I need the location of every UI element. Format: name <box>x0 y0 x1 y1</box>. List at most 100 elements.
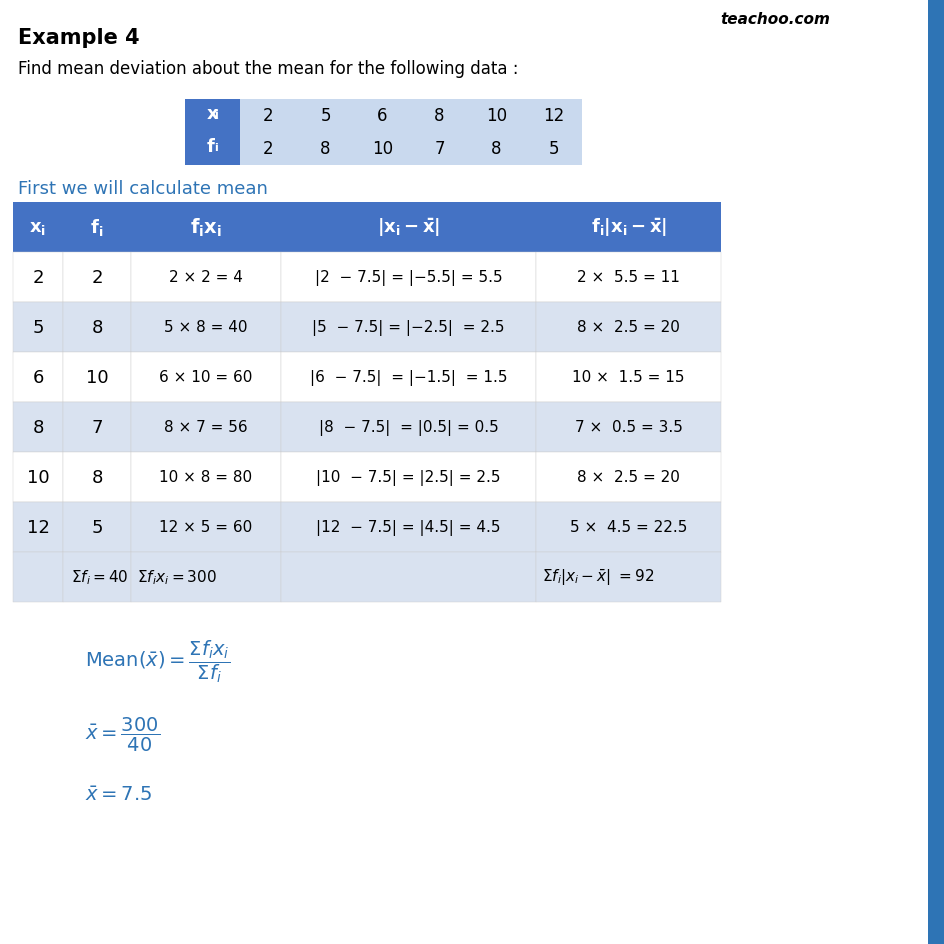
Text: 2: 2 <box>263 107 274 125</box>
Bar <box>185 100 240 133</box>
Bar <box>296 100 354 133</box>
Bar <box>535 303 720 353</box>
Text: $\mathrm{Mean}(\bar{x}) = \dfrac{\Sigma f_i x_i}{\Sigma f_i}$: $\mathrm{Mean}(\bar{x}) = \dfrac{\Sigma … <box>85 637 230 684</box>
Bar <box>131 203 280 253</box>
Text: 7 ×  0.5 = 3.5: 7 × 0.5 = 3.5 <box>574 420 682 435</box>
Bar <box>525 133 582 166</box>
Bar <box>240 100 296 133</box>
Bar <box>411 133 467 166</box>
Bar <box>13 303 63 353</box>
Bar <box>280 452 535 502</box>
Bar <box>13 452 63 502</box>
Text: |5  − 7.5| = |−2.5|  = 2.5: |5 − 7.5| = |−2.5| = 2.5 <box>312 320 504 336</box>
Text: 10 ×  1.5 = 15: 10 × 1.5 = 15 <box>572 370 684 385</box>
Bar <box>280 353 535 402</box>
Bar <box>467 100 525 133</box>
Text: 12: 12 <box>26 518 49 536</box>
Bar <box>280 502 535 552</box>
Text: 5 × 8 = 40: 5 × 8 = 40 <box>164 320 247 335</box>
Bar <box>131 502 280 552</box>
Text: 5: 5 <box>548 140 558 158</box>
Bar <box>280 203 535 253</box>
Text: 12 × 5 = 60: 12 × 5 = 60 <box>160 520 252 535</box>
Bar <box>131 452 280 502</box>
Text: x: x <box>207 105 218 123</box>
Text: Example 4: Example 4 <box>18 28 140 48</box>
Text: First we will calculate mean: First we will calculate mean <box>18 179 267 198</box>
Text: 10: 10 <box>86 368 109 387</box>
Text: |10  − 7.5| = |2.5| = 2.5: |10 − 7.5| = |2.5| = 2.5 <box>316 469 500 485</box>
Text: 10: 10 <box>372 140 393 158</box>
Bar <box>535 502 720 552</box>
Bar <box>467 133 525 166</box>
Text: 10: 10 <box>485 107 507 125</box>
Bar <box>354 100 411 133</box>
Text: 6: 6 <box>377 107 387 125</box>
Text: 5: 5 <box>32 319 43 337</box>
Bar <box>131 253 280 303</box>
Text: 8 ×  2.5 = 20: 8 × 2.5 = 20 <box>577 320 680 335</box>
Bar <box>535 253 720 303</box>
Text: teachoo.com: teachoo.com <box>719 12 829 27</box>
Text: $\mathbf{|x_i - \bar{x}|}$: $\mathbf{|x_i - \bar{x}|}$ <box>377 216 440 239</box>
Text: 2: 2 <box>92 269 103 287</box>
Bar <box>63 502 131 552</box>
Text: 8: 8 <box>434 107 445 125</box>
Bar <box>131 303 280 353</box>
Text: 2: 2 <box>263 140 274 158</box>
Bar <box>13 253 63 303</box>
Text: i: i <box>214 143 218 153</box>
Bar <box>63 402 131 452</box>
Bar <box>354 133 411 166</box>
Bar <box>185 133 240 166</box>
Text: $\Sigma f_i = 40$  $\Sigma f_i x_i = 300$: $\Sigma f_i = 40$ $\Sigma f_i x_i = 300$ <box>71 568 216 587</box>
Bar <box>525 100 582 133</box>
Text: $\bar{x} = \dfrac{300}{40}$: $\bar{x} = \dfrac{300}{40}$ <box>85 716 160 753</box>
Text: 8 ×  2.5 = 20: 8 × 2.5 = 20 <box>577 470 680 485</box>
Text: Find mean deviation about the mean for the following data :: Find mean deviation about the mean for t… <box>18 59 518 78</box>
Bar <box>63 303 131 353</box>
Bar <box>131 552 280 602</box>
Bar <box>240 133 296 166</box>
Text: 6 × 10 = 60: 6 × 10 = 60 <box>160 370 252 385</box>
Text: 2 ×  5.5 = 11: 2 × 5.5 = 11 <box>577 270 680 285</box>
Bar <box>280 402 535 452</box>
Text: 10 × 8 = 80: 10 × 8 = 80 <box>160 470 252 485</box>
Text: $\mathbf{x_i}$: $\mathbf{x_i}$ <box>29 219 46 237</box>
Text: 2: 2 <box>32 269 43 287</box>
Text: $\mathbf{f_i|x_i - \bar{x}|}$: $\mathbf{f_i|x_i - \bar{x}|}$ <box>590 216 666 239</box>
Text: i: i <box>214 110 218 120</box>
Bar <box>13 502 63 552</box>
Bar <box>535 552 720 602</box>
Text: 8: 8 <box>320 140 330 158</box>
Bar <box>535 402 720 452</box>
Text: 5: 5 <box>92 518 103 536</box>
Bar <box>13 552 63 602</box>
Text: 7: 7 <box>434 140 445 158</box>
Bar <box>63 552 131 602</box>
Bar <box>535 203 720 253</box>
Text: 5: 5 <box>320 107 330 125</box>
Text: 8: 8 <box>92 319 103 337</box>
Bar <box>13 402 63 452</box>
Text: 8: 8 <box>32 418 43 436</box>
Bar <box>280 253 535 303</box>
Text: |2  − 7.5| = |−5.5| = 5.5: |2 − 7.5| = |−5.5| = 5.5 <box>314 270 502 286</box>
Bar <box>535 353 720 402</box>
Text: 8 × 7 = 56: 8 × 7 = 56 <box>164 420 247 435</box>
Text: f: f <box>207 138 214 156</box>
Bar <box>63 203 131 253</box>
Bar <box>280 303 535 353</box>
Text: 10: 10 <box>26 468 49 486</box>
Bar <box>63 253 131 303</box>
Text: $\mathbf{f_i}$: $\mathbf{f_i}$ <box>91 217 104 238</box>
Bar <box>927 0 944 944</box>
Text: 7: 7 <box>92 418 103 436</box>
Bar <box>63 452 131 502</box>
Text: 5 ×  4.5 = 22.5: 5 × 4.5 = 22.5 <box>569 520 686 535</box>
Text: 8: 8 <box>92 468 103 486</box>
Bar <box>535 452 720 502</box>
Bar <box>280 552 535 602</box>
Bar <box>13 203 63 253</box>
Text: 2 × 2 = 4: 2 × 2 = 4 <box>169 270 243 285</box>
